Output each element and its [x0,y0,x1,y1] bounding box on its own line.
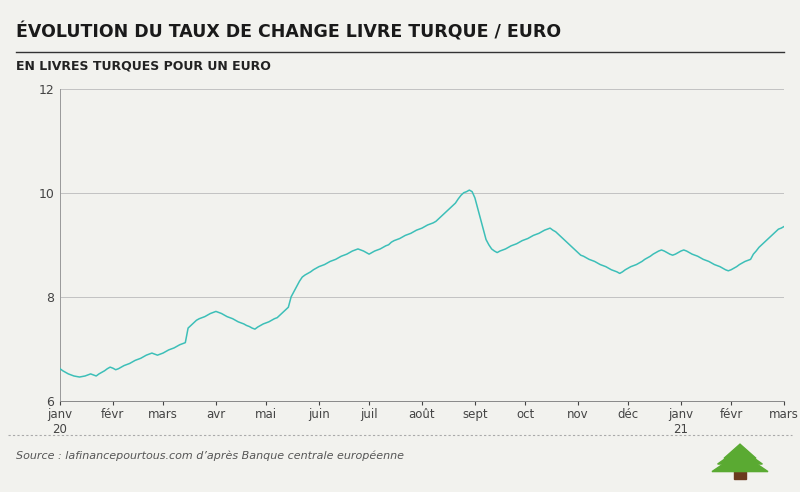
Bar [734,470,746,479]
Text: Source : lafinancepourtous.com d’après Banque centrale européenne: Source : lafinancepourtous.com d’après B… [16,450,404,461]
Text: EN LIVRES TURQUES POUR UN EURO: EN LIVRES TURQUES POUR UN EURO [16,59,271,72]
Polygon shape [724,444,756,459]
Text: ÉVOLUTION DU TAUX DE CHANGE LIVRE TURQUE / EURO: ÉVOLUTION DU TAUX DE CHANGE LIVRE TURQUE… [16,22,561,41]
Polygon shape [712,453,768,471]
Polygon shape [718,448,762,464]
